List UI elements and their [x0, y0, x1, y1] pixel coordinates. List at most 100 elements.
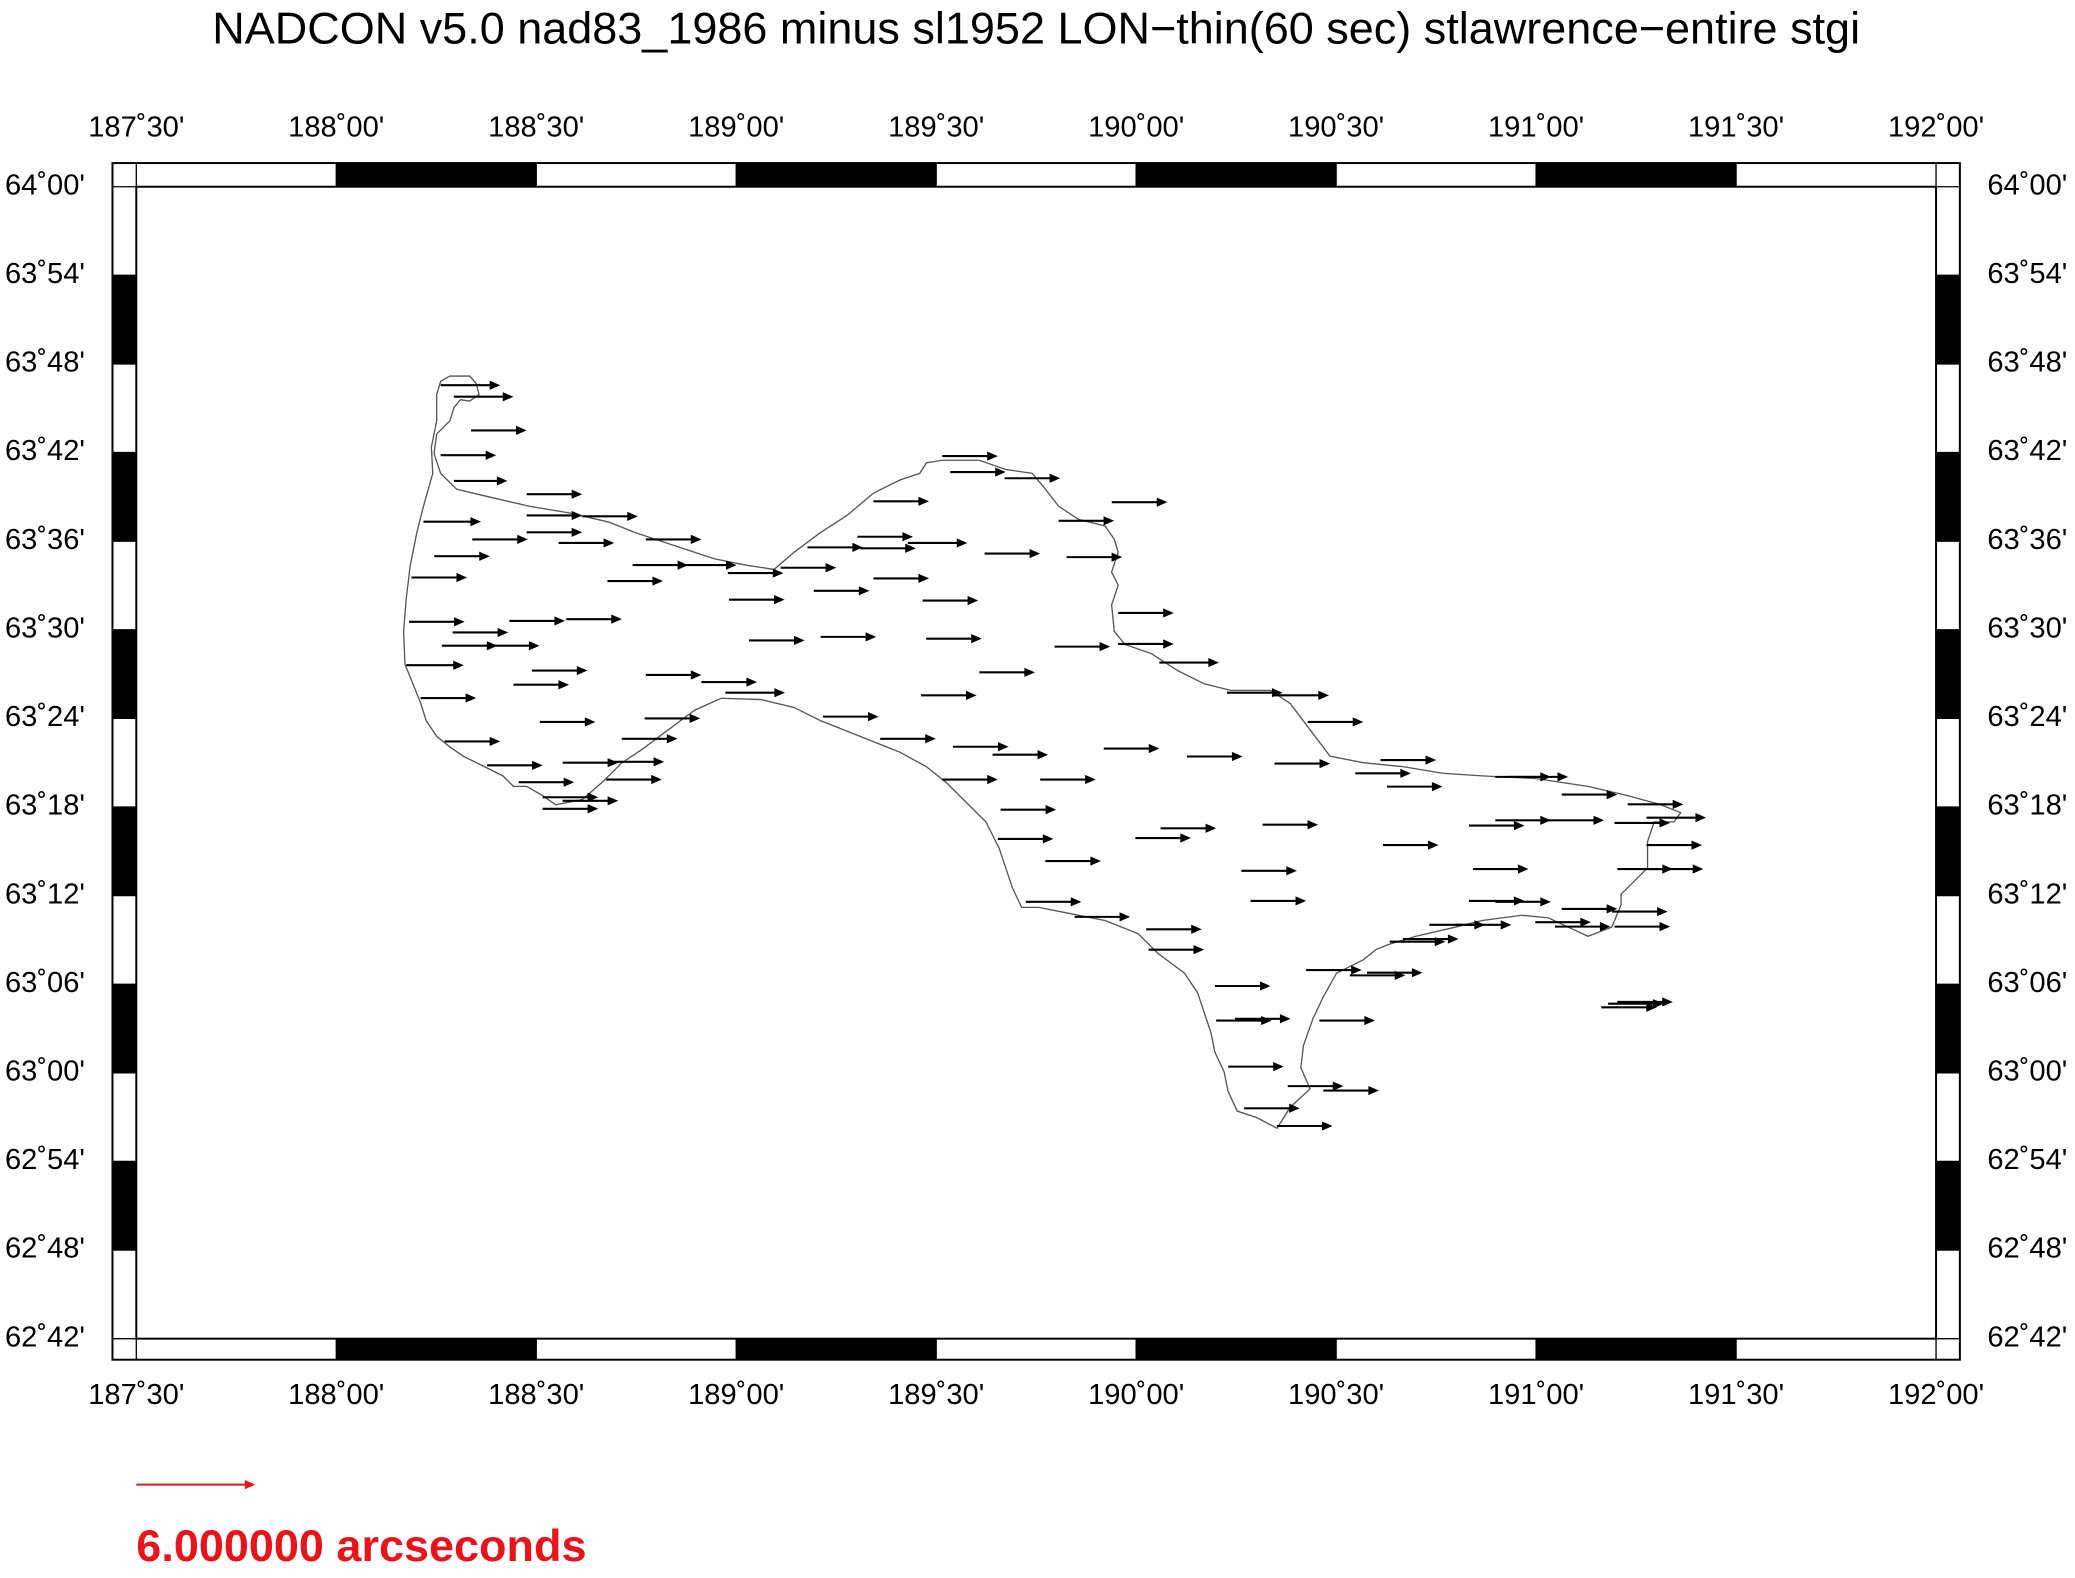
arrow-head [956, 538, 968, 548]
arrow-head [746, 677, 758, 687]
arrow-head [1295, 896, 1307, 906]
vector-arrow [420, 693, 477, 703]
vector-arrow [632, 560, 689, 570]
arrow-head [1692, 864, 1704, 874]
vector-arrow [566, 614, 622, 624]
y-tick-label-right: 62˚48' [1987, 1233, 2067, 1265]
vector-arrow [1118, 639, 1174, 649]
arrow-head [1646, 1002, 1657, 1012]
vector-arrow [1535, 917, 1591, 927]
vector-arrow [453, 476, 508, 486]
vector-arrow [1214, 981, 1271, 991]
frame-band [336, 1338, 537, 1360]
vector-arrow [1054, 642, 1111, 652]
vector-arrow [820, 632, 877, 642]
x-tick-label-top: 191˚00' [1488, 112, 1584, 144]
arrow-head [516, 425, 527, 436]
frame-band [112, 629, 137, 719]
arrow-head [1606, 904, 1618, 914]
arrow-head [1029, 548, 1041, 559]
arrow-head [794, 635, 805, 646]
x-tick-label-top: 191˚30' [1688, 112, 1784, 144]
arrow-head [1411, 968, 1423, 978]
frame-band [1936, 984, 1960, 1073]
arrow-head [651, 774, 662, 785]
vector-arrow [1000, 805, 1057, 815]
vector-arrow [434, 551, 490, 561]
vector-arrow [526, 489, 583, 499]
vector-arrow [487, 760, 543, 770]
y-tick-label-left: 63˚30' [5, 613, 85, 645]
vector-arrow [1262, 820, 1319, 830]
arrow-head [1286, 866, 1297, 876]
arrow-head [1261, 1015, 1272, 1026]
vector-arrow [1307, 717, 1364, 727]
arrow-head [987, 774, 998, 785]
vector-arrow [1614, 922, 1671, 932]
vector-arrow [411, 572, 468, 583]
vector-arrow [725, 688, 785, 698]
arrow-head [995, 467, 1006, 477]
vector-arrow [823, 712, 879, 722]
vector-arrow [645, 534, 702, 545]
vector-arrow [444, 736, 501, 747]
vector-arrow [509, 616, 566, 626]
x-tick-label-top: 188˚00' [288, 112, 384, 144]
vector-arrow [423, 517, 482, 527]
vector-arrow [558, 538, 615, 548]
frame-band [1936, 275, 1960, 364]
vector-arrow [997, 834, 1054, 844]
vector-arrow [807, 542, 863, 552]
arrow-head [1319, 758, 1331, 769]
arrow-head [627, 511, 638, 521]
arrow-head [603, 538, 615, 548]
arrow-head [774, 595, 785, 605]
vector-arrow [1617, 997, 1673, 1007]
arrow-head [1318, 690, 1329, 700]
vector-arrow [1601, 1002, 1657, 1012]
inner-frame [135, 185, 1938, 1340]
arrow-head [1090, 856, 1101, 866]
arrow-head [611, 614, 622, 624]
x-tick-label-top: 189˚30' [888, 112, 984, 144]
vector-arrow [1402, 934, 1459, 944]
arrow-head [1180, 833, 1191, 843]
arrow-head [774, 688, 785, 698]
vector-arrow [984, 548, 1041, 559]
y-tick-label-left: 63˚36' [5, 524, 85, 556]
arrow-head [453, 660, 464, 670]
arrow-head [1431, 782, 1443, 792]
vector-arrow [942, 774, 998, 785]
vector-arrow [992, 750, 1049, 760]
y-tick-label-right: 63˚54' [1987, 258, 2067, 290]
x-tick-label-bottom: 189˚00' [688, 1379, 784, 1411]
vector-arrow [1066, 552, 1123, 562]
outer-frame [111, 162, 1961, 1361]
vector-arrow [452, 627, 509, 638]
arrow-head [1427, 840, 1439, 850]
y-tick-label-right: 63˚48' [1987, 347, 2067, 379]
arrow-head [1163, 608, 1174, 618]
vector-arrow [1228, 1062, 1284, 1072]
arrow-head [485, 450, 497, 460]
arrow-head [1659, 922, 1671, 932]
vector-arrow [1146, 924, 1202, 934]
arrow-head [1351, 965, 1362, 975]
arrow-head [1364, 1015, 1375, 1026]
arrow-head [987, 451, 998, 461]
arrow-head [489, 380, 501, 390]
arrow-head [1070, 897, 1082, 907]
vector-arrow [1455, 920, 1512, 930]
vector-arrow [1627, 799, 1684, 809]
vector-arrow [608, 757, 665, 767]
vector-arrow [860, 543, 916, 553]
y-tick-label-left: 62˚48' [5, 1233, 85, 1265]
vector-arrow [644, 713, 701, 723]
arrow-head [865, 632, 877, 642]
vector-arrow [518, 777, 575, 787]
vector-arrow [926, 634, 982, 644]
arrow-head [571, 527, 583, 537]
vector-arrow [440, 450, 497, 460]
vector-arrow [526, 527, 583, 537]
frame-band [1936, 1161, 1960, 1251]
